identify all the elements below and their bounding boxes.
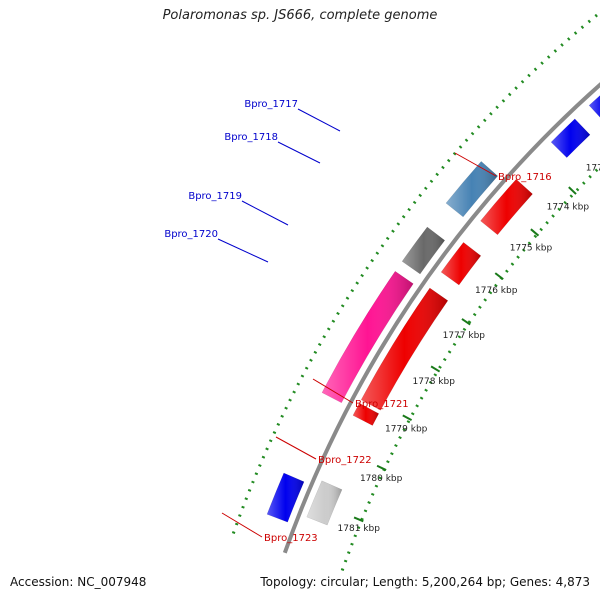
inner-dotted-arc: [339, 164, 600, 574]
gene-shading: [361, 288, 448, 411]
gene-label[interactable]: Bpro_1719: [188, 191, 242, 202]
gene-label[interactable]: Bpro_1722: [318, 455, 372, 466]
tick-mark: [353, 516, 364, 523]
gene-label[interactable]: Bpro_1721: [355, 399, 409, 410]
tick-label: 1776 kbp: [475, 286, 518, 296]
gene-label[interactable]: Bpro_1718: [224, 132, 278, 143]
tick-mark: [402, 414, 413, 422]
backbone: [282, 82, 600, 554]
tick-label: 1774 kbp: [547, 202, 590, 212]
gene-shading: [322, 271, 414, 403]
gene-block[interactable]: [445, 161, 499, 218]
gene-block[interactable]: [360, 287, 449, 411]
gene-shading: [480, 179, 533, 235]
gene-block[interactable]: [480, 178, 533, 236]
label-leader: [277, 141, 321, 164]
tick-label: 1775 kbp: [510, 243, 553, 253]
gene-block[interactable]: [440, 241, 482, 286]
gene-block[interactable]: [306, 480, 343, 526]
label-leader: [241, 200, 289, 226]
label-leader: [312, 378, 354, 404]
gene-block[interactable]: [321, 270, 414, 404]
tick-label: 1781 kbp: [338, 524, 381, 534]
gene-shading: [441, 242, 481, 285]
gene-labels: Bpro_1716 Bpro_1717 Bpro_1718 Bpro_1719 Bpro…: [164, 99, 551, 544]
tick-marks: 1769 kbp1770 kbp1771 kbp1772 kbp1773 kbp…: [338, 164, 600, 535]
gene-block[interactable]: [401, 226, 446, 275]
gene-block[interactable]: [266, 472, 305, 523]
tick-mark: [568, 186, 577, 195]
tick-mark: [494, 272, 504, 281]
gene-shading: [445, 161, 498, 217]
gene-label[interactable]: Bpro_1716: [498, 172, 552, 183]
gene-label[interactable]: Bpro_1720: [164, 229, 218, 240]
dotted-guides: [231, 10, 600, 574]
tick-mark: [461, 318, 471, 326]
tick-mark: [430, 365, 441, 373]
tick-mark: [530, 228, 540, 237]
label-leader: [217, 238, 269, 263]
tick-label: 1778 kbp: [413, 377, 456, 387]
accession-text: Accession: NC_007948: [10, 575, 147, 589]
label-leader: [221, 512, 263, 538]
tick-label: 1777 kbp: [443, 331, 486, 341]
gene-shading: [402, 227, 445, 275]
gene-label[interactable]: Bpro_1723: [264, 533, 318, 544]
gene-shading: [267, 473, 305, 523]
label-leader: [275, 436, 317, 460]
tick-label: 1773 kbp: [586, 164, 600, 174]
gene-shading: [551, 118, 591, 158]
gene-block[interactable]: [588, 91, 600, 122]
tick-label: 1779 kbp: [385, 425, 428, 435]
gene-shading: [352, 403, 379, 426]
gene-shading: [589, 95, 600, 118]
gene-block[interactable]: [352, 402, 380, 426]
map-title: Polaromonas sp. JS666, complete genome: [162, 8, 438, 23]
gene-label[interactable]: Bpro_1717: [244, 99, 298, 110]
gene-block[interactable]: [550, 118, 591, 158]
gene-shading: [306, 480, 343, 526]
label-leader: [297, 108, 341, 132]
topology-text: Topology: circular; Length: 5,200,264 bp…: [260, 575, 590, 589]
label-leader: [454, 152, 497, 177]
tick-mark: [376, 464, 387, 471]
backbone-line: [282, 82, 600, 554]
gene-features: [266, 91, 600, 526]
tick-label: 1780 kbp: [360, 474, 403, 484]
